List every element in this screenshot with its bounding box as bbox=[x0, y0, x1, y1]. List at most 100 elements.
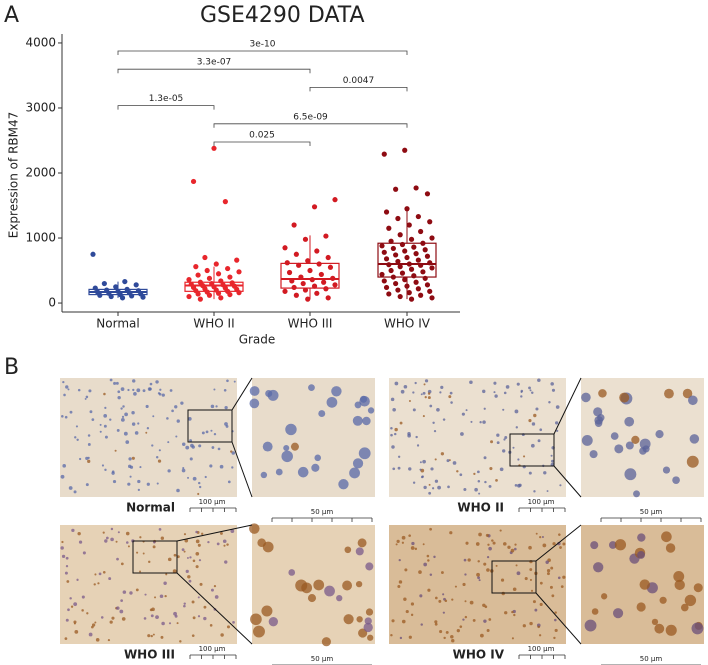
cell bbox=[62, 464, 66, 468]
cell bbox=[71, 528, 75, 533]
cell bbox=[686, 455, 699, 468]
data-point bbox=[211, 145, 217, 151]
cell bbox=[661, 531, 672, 543]
data-point bbox=[420, 269, 426, 275]
data-point bbox=[309, 277, 315, 283]
cell bbox=[352, 415, 363, 426]
cell bbox=[103, 424, 107, 428]
cell bbox=[283, 444, 290, 451]
cell bbox=[529, 568, 533, 571]
cell bbox=[438, 599, 442, 603]
cell bbox=[184, 538, 189, 543]
data-point bbox=[234, 257, 240, 263]
cell bbox=[223, 544, 226, 547]
data-point bbox=[204, 267, 210, 274]
cell bbox=[225, 424, 229, 428]
y-tick-label: 4000 bbox=[25, 35, 56, 49]
inset-box bbox=[491, 560, 537, 594]
cell bbox=[434, 479, 439, 483]
cell bbox=[188, 579, 192, 583]
cell bbox=[484, 480, 487, 484]
data-point bbox=[101, 280, 107, 287]
data-point bbox=[413, 251, 419, 257]
data-point bbox=[323, 286, 329, 292]
cell bbox=[433, 555, 436, 559]
cell bbox=[488, 546, 492, 551]
data-point bbox=[332, 197, 338, 203]
cell bbox=[398, 559, 401, 562]
data-point bbox=[404, 283, 410, 289]
cell bbox=[139, 570, 142, 573]
cell bbox=[112, 479, 117, 484]
cell bbox=[424, 379, 429, 383]
cell bbox=[391, 445, 395, 449]
p-value: 3e-10 bbox=[250, 40, 276, 50]
cell bbox=[550, 454, 553, 457]
cell bbox=[60, 474, 65, 479]
cell bbox=[226, 379, 229, 383]
cell bbox=[122, 405, 125, 408]
data-point bbox=[393, 252, 399, 258]
data-point bbox=[415, 286, 421, 292]
cell bbox=[157, 459, 162, 463]
cell bbox=[365, 562, 374, 571]
data-point bbox=[415, 257, 421, 263]
cell bbox=[674, 579, 685, 591]
cell bbox=[491, 539, 494, 542]
cell bbox=[187, 476, 190, 479]
cell bbox=[482, 603, 486, 608]
cell bbox=[429, 573, 433, 577]
cell bbox=[137, 422, 140, 425]
data-point bbox=[397, 264, 403, 270]
cell bbox=[405, 609, 409, 614]
cell bbox=[454, 585, 457, 588]
cell bbox=[427, 392, 431, 395]
cell bbox=[442, 611, 445, 614]
cell bbox=[503, 391, 507, 395]
x-tick-label: Normal bbox=[96, 317, 139, 331]
cell bbox=[397, 466, 401, 470]
cell bbox=[537, 625, 540, 629]
cell bbox=[95, 638, 100, 642]
cell bbox=[394, 427, 398, 432]
cell bbox=[427, 396, 431, 400]
cell bbox=[559, 484, 562, 487]
cell bbox=[680, 603, 689, 612]
cell bbox=[562, 575, 566, 579]
cell bbox=[275, 468, 283, 476]
cell bbox=[153, 541, 156, 544]
cell bbox=[392, 408, 396, 412]
cell bbox=[581, 392, 591, 403]
data-point bbox=[119, 295, 126, 301]
data-point bbox=[408, 266, 415, 272]
data-point bbox=[197, 296, 203, 302]
cell bbox=[168, 622, 172, 625]
cell bbox=[61, 415, 64, 418]
cell bbox=[437, 485, 441, 490]
histology-image bbox=[389, 378, 566, 497]
cell bbox=[461, 412, 465, 416]
cell bbox=[449, 531, 453, 535]
scale-bar bbox=[518, 654, 566, 659]
cell bbox=[227, 480, 231, 484]
panel-caption: WHO III bbox=[124, 648, 175, 662]
cell bbox=[463, 558, 467, 562]
y-tick-label: 1000 bbox=[25, 231, 56, 245]
scale-label: 100 µm bbox=[528, 498, 555, 506]
cell bbox=[73, 622, 76, 625]
data-point bbox=[302, 236, 309, 242]
box bbox=[184, 281, 244, 292]
cell bbox=[440, 452, 445, 456]
cell bbox=[91, 623, 96, 627]
cell bbox=[478, 579, 481, 582]
data-point bbox=[395, 258, 401, 265]
cell bbox=[78, 457, 82, 461]
cell bbox=[352, 458, 364, 469]
cell bbox=[429, 404, 433, 408]
cell bbox=[344, 546, 352, 554]
cell bbox=[76, 438, 79, 441]
cell bbox=[69, 597, 72, 600]
cell bbox=[490, 440, 494, 444]
cell bbox=[539, 535, 542, 539]
cell bbox=[103, 413, 108, 418]
